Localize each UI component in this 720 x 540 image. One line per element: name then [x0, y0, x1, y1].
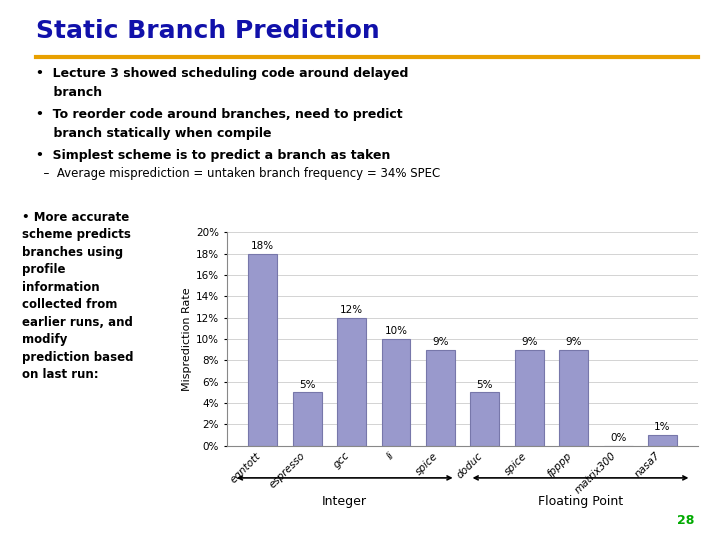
Text: Static Branch Prediction: Static Branch Prediction: [36, 19, 379, 43]
Bar: [515, 349, 544, 445]
Bar: [382, 339, 410, 446]
Text: 9%: 9%: [521, 337, 538, 347]
Text: • More accurate
scheme predicts
branches using
profile
information
collected fro: • More accurate scheme predicts branches…: [22, 211, 133, 381]
Bar: [470, 392, 499, 445]
Text: branch: branch: [36, 86, 102, 99]
Text: 28: 28: [678, 514, 695, 526]
Bar: [559, 349, 588, 445]
Text: 10%: 10%: [384, 326, 408, 336]
Text: 18%: 18%: [251, 241, 274, 251]
Text: Integer: Integer: [323, 495, 367, 508]
Text: –  Average misprediction = untaken branch frequency = 34% SPEC: – Average misprediction = untaken branch…: [36, 167, 440, 180]
Text: 5%: 5%: [299, 380, 315, 389]
Text: 9%: 9%: [432, 337, 449, 347]
Text: •  To reorder code around branches, need to predict: • To reorder code around branches, need …: [36, 108, 402, 121]
Text: •  Lecture 3 showed scheduling code around delayed: • Lecture 3 showed scheduling code aroun…: [36, 68, 408, 80]
Bar: [426, 349, 455, 445]
Y-axis label: Misprediction Rate: Misprediction Rate: [182, 287, 192, 390]
Bar: [292, 392, 322, 445]
Text: •  Simplest scheme is to predict a branch as taken: • Simplest scheme is to predict a branch…: [36, 148, 390, 161]
Bar: [248, 253, 277, 446]
Text: 5%: 5%: [477, 380, 493, 389]
Text: branch statically when compile: branch statically when compile: [36, 127, 271, 140]
Bar: [648, 435, 677, 446]
Text: 9%: 9%: [565, 337, 582, 347]
Text: 0%: 0%: [610, 433, 626, 443]
Text: Floating Point: Floating Point: [538, 495, 623, 508]
Bar: [337, 318, 366, 446]
Text: 1%: 1%: [654, 422, 671, 432]
Text: 12%: 12%: [340, 305, 363, 315]
